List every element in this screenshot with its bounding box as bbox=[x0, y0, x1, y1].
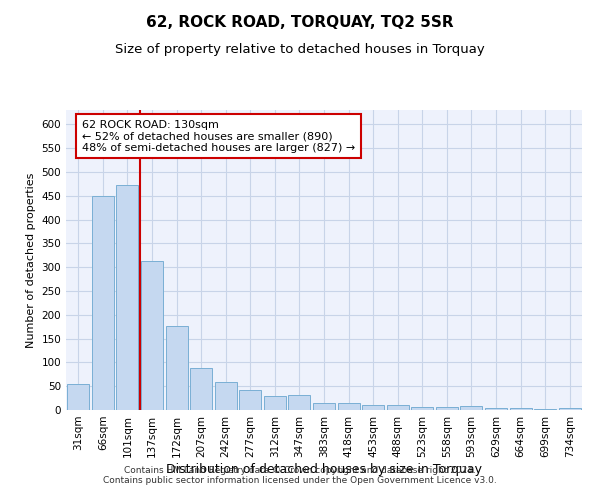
Bar bbox=[313, 403, 335, 410]
Bar bbox=[534, 409, 556, 410]
Bar bbox=[509, 408, 532, 410]
Bar bbox=[215, 382, 237, 410]
Text: Contains HM Land Registry data © Crown copyright and database right 2024.
Contai: Contains HM Land Registry data © Crown c… bbox=[103, 466, 497, 485]
Bar bbox=[166, 326, 188, 410]
Text: 62 ROCK ROAD: 130sqm
← 52% of detached houses are smaller (890)
48% of semi-deta: 62 ROCK ROAD: 130sqm ← 52% of detached h… bbox=[82, 120, 355, 152]
Bar bbox=[460, 406, 482, 410]
Bar bbox=[92, 196, 114, 410]
Bar bbox=[338, 403, 359, 410]
Bar bbox=[190, 368, 212, 410]
Bar bbox=[141, 262, 163, 410]
Bar bbox=[411, 407, 433, 410]
Bar bbox=[289, 395, 310, 410]
Bar bbox=[559, 408, 581, 410]
Bar bbox=[386, 405, 409, 410]
Bar bbox=[116, 185, 139, 410]
Bar bbox=[264, 396, 286, 410]
Bar bbox=[67, 384, 89, 410]
X-axis label: Distribution of detached houses by size in Torquay: Distribution of detached houses by size … bbox=[166, 462, 482, 475]
Bar bbox=[362, 405, 384, 410]
Text: Size of property relative to detached houses in Torquay: Size of property relative to detached ho… bbox=[115, 42, 485, 56]
Y-axis label: Number of detached properties: Number of detached properties bbox=[26, 172, 36, 348]
Bar bbox=[436, 407, 458, 410]
Bar bbox=[239, 390, 262, 410]
Bar bbox=[485, 408, 507, 410]
Text: 62, ROCK ROAD, TORQUAY, TQ2 5SR: 62, ROCK ROAD, TORQUAY, TQ2 5SR bbox=[146, 15, 454, 30]
